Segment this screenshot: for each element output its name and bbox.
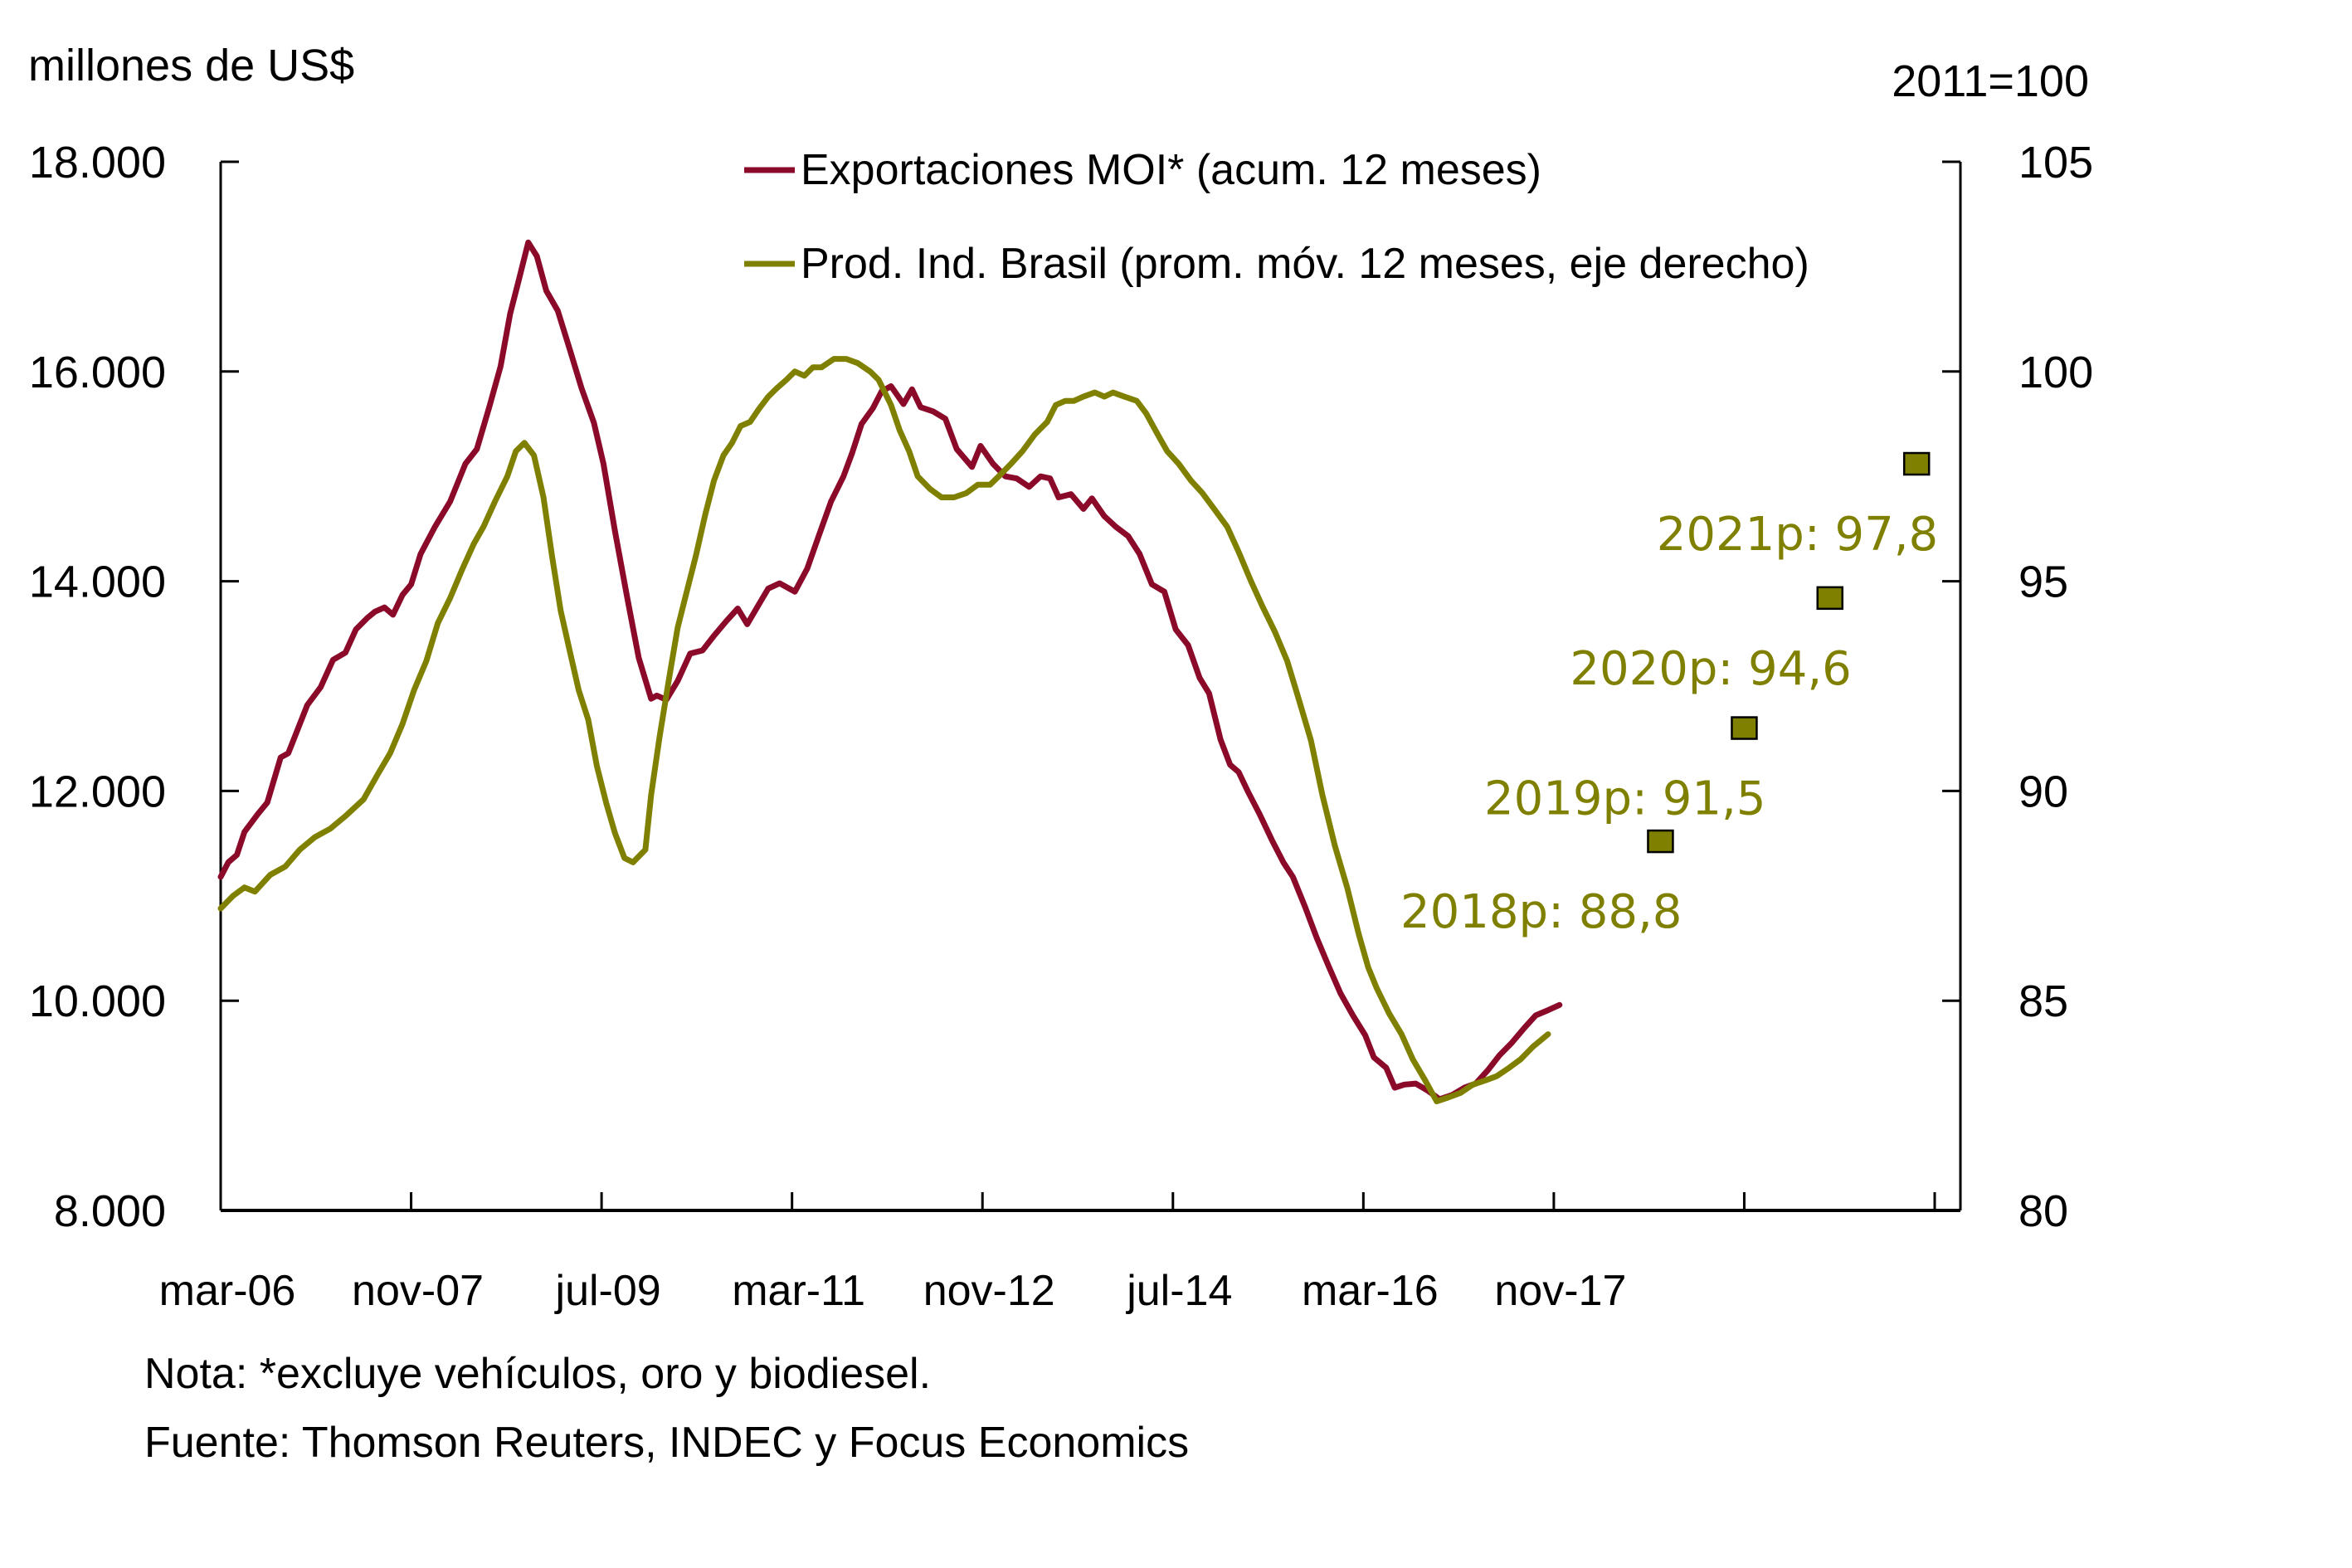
x-tick-label: nov-17	[1494, 1267, 1626, 1315]
right-tick-label: 80	[2018, 1186, 2068, 1236]
x-tick-label: nov-12	[923, 1267, 1055, 1315]
forecast-marker	[1647, 829, 1674, 854]
forecast-marker	[1902, 451, 1931, 476]
series-line-brazil	[217, 356, 1551, 1104]
forecast-label: 2020p: 94,6	[1570, 642, 1851, 696]
forecast-group: 2018p: 88,8 2019p: 91,5 2020p: 94,6 2021p: …	[1400, 451, 1938, 939]
right-tick-label: 95	[2018, 558, 2068, 607]
legend-label-brazil: Prod. Ind. Brasil (prom. móv. 12 meses, …	[801, 240, 1809, 288]
x-tick-label: mar-06	[159, 1267, 296, 1315]
right-tick-label: 105	[2018, 138, 2093, 187]
source-text: Fuente: Thomson Reuters, INDEC y Focus E…	[144, 1419, 1189, 1467]
left-tick-label: 12.000	[29, 767, 166, 816]
right-tick-label: 100	[2018, 348, 2093, 397]
left-tick-label: 14.000	[29, 558, 166, 607]
series-group	[217, 239, 1563, 1104]
left-tick-label: 10.000	[29, 976, 166, 1026]
forecast-marker	[1816, 586, 1844, 611]
forecast-label: 2019p: 91,5	[1484, 772, 1765, 826]
x-tick-label: jul-14	[1125, 1267, 1232, 1315]
forecast-marker	[1731, 716, 1758, 740]
x-tick-label: nov-07	[352, 1267, 484, 1315]
axes	[219, 160, 1962, 1212]
right-tick-label: 90	[2018, 767, 2068, 816]
forecast-label: 2018p: 88,8	[1400, 885, 1682, 939]
left-tick-label: 16.000	[29, 348, 166, 397]
x-tick-label: jul-09	[554, 1267, 661, 1315]
right-axis-label: 2011=100	[1892, 56, 2089, 106]
left-axis-label: millones de US$	[28, 41, 354, 90]
legend-label-exports: Exportaciones MOI* (acum. 12 meses)	[801, 146, 1541, 194]
legend: Exportaciones MOI* (acum. 12 meses) Prod…	[744, 146, 1809, 288]
x-tick-label: mar-16	[1302, 1267, 1439, 1315]
tick-labels: 8.000 10.000 12.000 14.000 16.000 18.000 80 85 9…	[29, 138, 2093, 1315]
forecast-label: 2021p: 97,8	[1657, 508, 1938, 562]
x-tick-label: mar-11	[732, 1267, 865, 1315]
note-text: Nota: *excluye vehículos, oro y biodiese…	[144, 1350, 931, 1398]
right-tick-label: 85	[2018, 976, 2068, 1026]
left-tick-label: 18.000	[29, 138, 166, 187]
left-tick-label: 8.000	[54, 1186, 166, 1236]
